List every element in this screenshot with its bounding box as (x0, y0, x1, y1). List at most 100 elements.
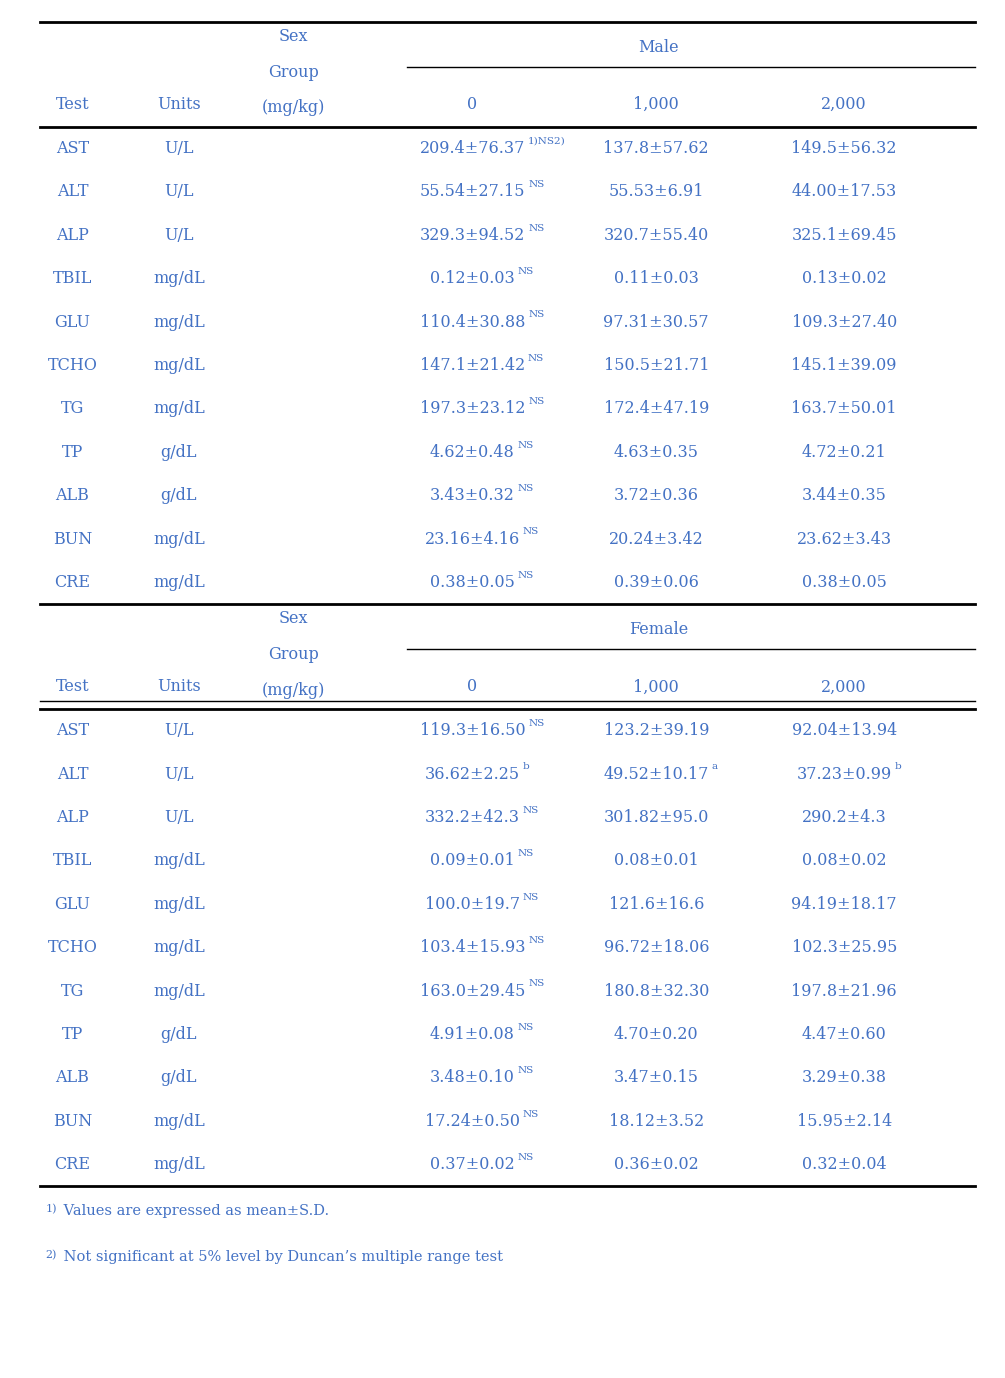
Text: AST: AST (56, 722, 88, 739)
Text: ALB: ALB (55, 488, 89, 504)
Text: 55.54±27.15: 55.54±27.15 (420, 183, 525, 200)
Text: NS: NS (528, 223, 545, 233)
Text: 0.08±0.02: 0.08±0.02 (802, 853, 886, 870)
Text: 4.62±0.48: 4.62±0.48 (430, 444, 515, 460)
Text: mg/dL: mg/dL (153, 1156, 205, 1173)
Text: NS: NS (518, 267, 534, 276)
Text: b: b (894, 762, 901, 772)
Text: mg/dL: mg/dL (153, 896, 205, 912)
Text: U/L: U/L (164, 183, 194, 200)
Text: NS: NS (528, 354, 545, 362)
Text: 4.63±0.35: 4.63±0.35 (614, 444, 698, 460)
Text: NS: NS (518, 570, 534, 580)
Text: 0.32±0.04: 0.32±0.04 (802, 1156, 886, 1173)
Text: mg/dL: mg/dL (153, 940, 205, 956)
Text: U/L: U/L (164, 809, 194, 825)
Text: Sex: Sex (278, 610, 309, 627)
Text: 301.82±95.0: 301.82±95.0 (604, 809, 709, 825)
Text: 100.0±19.7: 100.0±19.7 (425, 896, 520, 912)
Text: 329.3±94.52: 329.3±94.52 (420, 227, 525, 244)
Text: Group: Group (268, 646, 319, 663)
Text: 0.38±0.05: 0.38±0.05 (430, 575, 515, 591)
Text: ALB: ALB (55, 1069, 89, 1086)
Text: 290.2±4.3: 290.2±4.3 (802, 809, 886, 825)
Text: 0: 0 (467, 678, 477, 696)
Text: 0.08±0.01: 0.08±0.01 (614, 853, 698, 870)
Text: 150.5±21.71: 150.5±21.71 (604, 357, 709, 373)
Text: U/L: U/L (164, 722, 194, 739)
Text: 49.52±10.17: 49.52±10.17 (604, 766, 709, 783)
Text: Units: Units (157, 96, 201, 113)
Text: GLU: GLU (54, 314, 90, 331)
Text: g/dL: g/dL (161, 444, 197, 460)
Text: 197.3±23.12: 197.3±23.12 (420, 401, 525, 418)
Text: 2,000: 2,000 (821, 678, 867, 696)
Text: CRE: CRE (54, 1156, 90, 1173)
Text: 3.43±0.32: 3.43±0.32 (430, 488, 515, 504)
Text: NS: NS (518, 1067, 534, 1075)
Text: 23.62±3.43: 23.62±3.43 (797, 531, 891, 547)
Text: mg/dL: mg/dL (153, 270, 205, 287)
Text: 0.11±0.03: 0.11±0.03 (614, 270, 698, 287)
Text: 17.24±0.50: 17.24±0.50 (425, 1113, 520, 1130)
Text: mg/dL: mg/dL (153, 531, 205, 547)
Text: 2): 2) (45, 1250, 56, 1259)
Text: 3.44±0.35: 3.44±0.35 (802, 488, 886, 504)
Text: 0.13±0.02: 0.13±0.02 (802, 270, 886, 287)
Text: 103.4±15.93: 103.4±15.93 (420, 940, 525, 956)
Text: 1)NS2): 1)NS2) (528, 136, 566, 146)
Text: 332.2±42.3: 332.2±42.3 (425, 809, 520, 825)
Text: CRE: CRE (54, 575, 90, 591)
Text: TBIL: TBIL (52, 853, 92, 870)
Text: mg/dL: mg/dL (153, 983, 205, 999)
Text: Test: Test (55, 678, 89, 696)
Text: g/dL: g/dL (161, 488, 197, 504)
Text: NS: NS (529, 719, 545, 728)
Text: g/dL: g/dL (161, 1027, 197, 1043)
Text: 55.53±6.91: 55.53±6.91 (608, 183, 705, 200)
Text: 110.4±30.88: 110.4±30.88 (420, 314, 525, 331)
Text: NS: NS (523, 806, 539, 814)
Text: 147.1±21.42: 147.1±21.42 (420, 357, 525, 373)
Text: 92.04±13.94: 92.04±13.94 (792, 722, 896, 739)
Text: mg/dL: mg/dL (153, 575, 205, 591)
Text: a: a (712, 762, 719, 772)
Text: 0: 0 (467, 96, 477, 113)
Text: GLU: GLU (54, 896, 90, 912)
Text: 94.19±18.17: 94.19±18.17 (791, 896, 897, 912)
Text: 4.47±0.60: 4.47±0.60 (802, 1027, 886, 1043)
Text: 0.12±0.03: 0.12±0.03 (430, 270, 515, 287)
Text: b: b (523, 762, 530, 772)
Text: 119.3±16.50: 119.3±16.50 (419, 722, 526, 739)
Text: 3.29±0.38: 3.29±0.38 (802, 1069, 886, 1086)
Text: 163.7±50.01: 163.7±50.01 (792, 401, 896, 418)
Text: 2,000: 2,000 (821, 96, 867, 113)
Text: 4.70±0.20: 4.70±0.20 (614, 1027, 698, 1043)
Text: BUN: BUN (52, 1113, 92, 1130)
Text: (mg/kg): (mg/kg) (261, 99, 326, 116)
Text: 0.38±0.05: 0.38±0.05 (802, 575, 886, 591)
Text: NS: NS (518, 849, 534, 858)
Text: U/L: U/L (164, 141, 194, 157)
Text: 172.4±47.19: 172.4±47.19 (604, 401, 709, 418)
Text: NS: NS (523, 1109, 539, 1119)
Text: NS: NS (518, 1153, 534, 1162)
Text: NS: NS (528, 310, 545, 320)
Text: 320.7±55.40: 320.7±55.40 (604, 227, 709, 244)
Text: mg/dL: mg/dL (153, 314, 205, 331)
Text: U/L: U/L (164, 227, 194, 244)
Text: 15.95±2.14: 15.95±2.14 (797, 1113, 891, 1130)
Text: 109.3±27.40: 109.3±27.40 (792, 314, 896, 331)
Text: 0.37±0.02: 0.37±0.02 (430, 1156, 515, 1173)
Text: (mg/kg): (mg/kg) (261, 682, 326, 699)
Text: 180.8±32.30: 180.8±32.30 (604, 983, 709, 999)
Text: ALT: ALT (56, 766, 88, 783)
Text: 121.6±16.6: 121.6±16.6 (609, 896, 704, 912)
Text: U/L: U/L (164, 766, 194, 783)
Text: Sex: Sex (278, 28, 309, 45)
Text: NS: NS (518, 1022, 534, 1032)
Text: mg/dL: mg/dL (153, 853, 205, 870)
Text: TBIL: TBIL (52, 270, 92, 287)
Text: NS: NS (518, 484, 534, 493)
Text: 123.2±39.19: 123.2±39.19 (604, 722, 709, 739)
